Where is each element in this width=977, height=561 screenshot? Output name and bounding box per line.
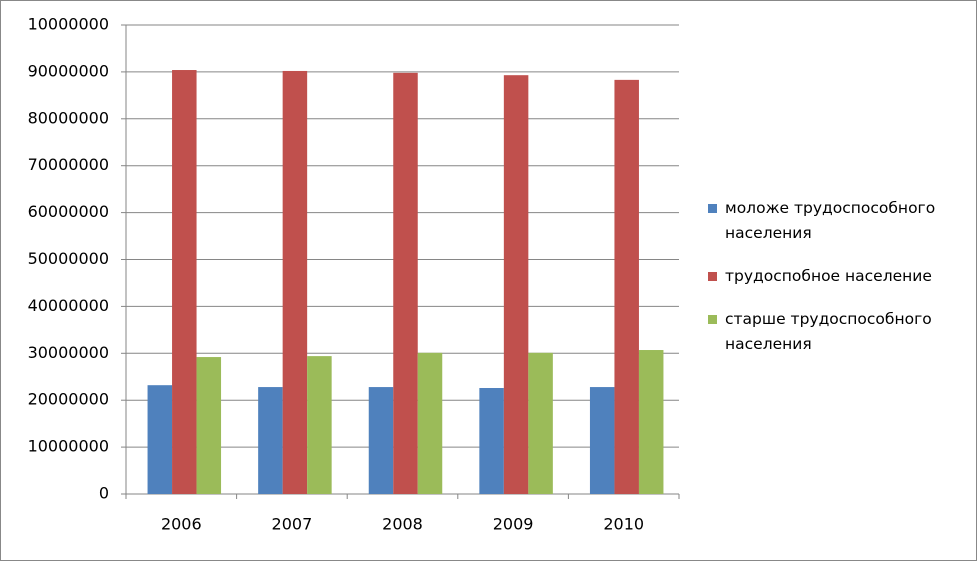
bar [282, 70, 308, 494]
y-tick-label: 80000000 [28, 108, 109, 127]
bar [368, 387, 394, 494]
x-tick-label: 2010 [603, 515, 644, 534]
bar [479, 388, 504, 494]
bar [614, 79, 639, 495]
legend-item: старше трудоспособного населения [708, 307, 970, 357]
legend: моложе трудоспособного населения трудоспо… [708, 196, 970, 375]
y-tick-label: 10000000 [28, 437, 109, 456]
bar [258, 387, 283, 494]
bar [638, 350, 664, 494]
legend-item: моложе трудоспособного населения [708, 196, 970, 246]
bar [196, 357, 222, 494]
y-tick-label: 0 [99, 484, 109, 503]
x-tick-label: 2006 [161, 515, 202, 534]
bar [417, 352, 443, 494]
y-tick-label: 90000000 [28, 61, 109, 80]
y-tick-label: 60000000 [28, 202, 109, 221]
bar [528, 352, 553, 494]
bar [307, 356, 332, 494]
legend-label: моложе трудоспособного населения [725, 199, 936, 242]
x-tick-label: 2009 [493, 515, 534, 534]
y-tick-label: 30000000 [28, 343, 109, 362]
legend-item: трудоспобное население [708, 264, 970, 289]
y-tick-label: 50000000 [28, 249, 109, 268]
x-tick-label: 2007 [272, 515, 313, 534]
legend-swatch [708, 204, 717, 213]
x-tick-label: 2008 [382, 515, 423, 534]
bar [393, 72, 418, 494]
legend-swatch [708, 272, 717, 281]
y-tick-label: 40000000 [28, 296, 109, 315]
bar [589, 387, 615, 494]
legend-label: трудоспобное население [725, 267, 932, 285]
legend-swatch [708, 315, 717, 324]
bar [147, 385, 173, 494]
y-tick-label: 70000000 [28, 155, 109, 174]
y-tick-label: 20000000 [28, 390, 109, 409]
legend-label: старше трудоспособного населения [725, 310, 932, 353]
bar [503, 75, 529, 495]
y-tick-label: 10000000 [28, 15, 109, 34]
bar [172, 70, 197, 495]
